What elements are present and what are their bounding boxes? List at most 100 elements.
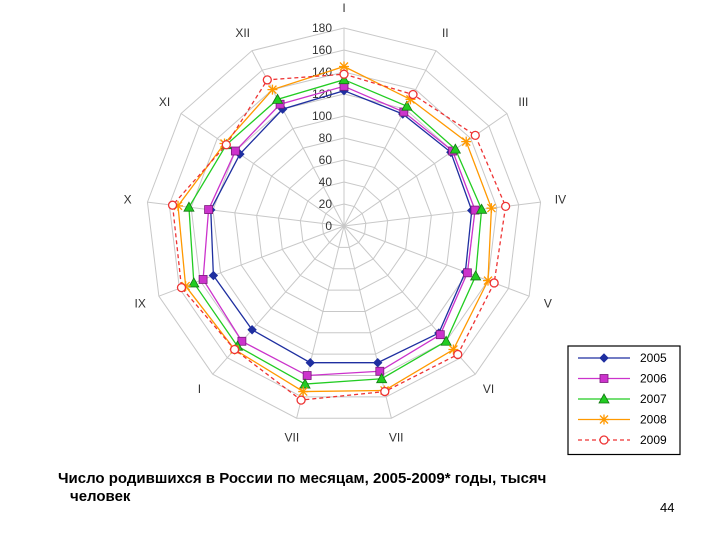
grid-spoke bbox=[343, 113, 508, 227]
grid-ring bbox=[256, 137, 432, 312]
data-point bbox=[599, 353, 609, 363]
series-line bbox=[210, 90, 473, 364]
data-point bbox=[176, 282, 187, 293]
data-point bbox=[375, 372, 388, 384]
chart-caption: Число родившихся в России по месяцам, 20… bbox=[58, 470, 658, 506]
grid-spoke bbox=[158, 225, 345, 297]
series-line bbox=[202, 85, 476, 377]
category-label: XI bbox=[159, 95, 170, 109]
data-point bbox=[372, 358, 383, 368]
legend-label: 2008 bbox=[640, 413, 667, 427]
series-line bbox=[177, 65, 493, 393]
data-point bbox=[339, 61, 349, 72]
caption-line-1: Число родившихся в России по месяцам, 20… bbox=[58, 470, 547, 487]
radial-tick-label: 140 bbox=[312, 65, 332, 79]
data-point bbox=[408, 89, 418, 100]
data-point bbox=[262, 75, 272, 85]
page-number: 44 bbox=[660, 500, 675, 515]
data-point bbox=[463, 268, 472, 278]
data-point bbox=[188, 277, 200, 288]
data-point bbox=[296, 395, 306, 405]
data-point bbox=[599, 374, 609, 383]
grid-ring bbox=[234, 115, 454, 334]
category-label: I bbox=[198, 382, 201, 396]
data-point bbox=[339, 69, 349, 79]
grid-ring bbox=[146, 27, 542, 419]
category-label: IV bbox=[555, 193, 566, 207]
radial-tick-label: 100 bbox=[312, 109, 332, 123]
legend-box bbox=[567, 345, 681, 456]
data-point bbox=[299, 378, 311, 389]
data-point bbox=[482, 275, 493, 286]
category-label: V bbox=[544, 296, 552, 310]
category-label: I bbox=[342, 1, 345, 15]
series-line bbox=[188, 79, 483, 385]
category-label: III bbox=[518, 95, 528, 109]
data-point bbox=[208, 270, 219, 281]
series-layer bbox=[167, 61, 511, 405]
category-label: VII bbox=[284, 431, 299, 445]
series-2009 bbox=[167, 69, 511, 405]
data-point bbox=[489, 278, 499, 288]
caption-line-2: человек bbox=[70, 488, 131, 505]
radial-tick-label: 40 bbox=[319, 175, 333, 189]
data-point bbox=[475, 203, 488, 214]
grid-spoke bbox=[343, 225, 392, 419]
data-point bbox=[204, 205, 213, 214]
radial-tick-label: 20 bbox=[319, 197, 333, 211]
data-point bbox=[448, 344, 459, 355]
legend-label: 2009 bbox=[640, 433, 667, 447]
legend-label: 2006 bbox=[640, 372, 667, 386]
grid-ring bbox=[190, 71, 498, 377]
grid-ring bbox=[168, 49, 520, 398]
data-point bbox=[435, 330, 445, 340]
data-point bbox=[375, 366, 385, 376]
category-label: II bbox=[442, 26, 449, 40]
data-point bbox=[173, 200, 184, 211]
radial-tick-label: 160 bbox=[312, 43, 332, 57]
data-point bbox=[338, 73, 350, 85]
grid-spoke bbox=[180, 113, 345, 227]
radial-tick-label: 60 bbox=[319, 153, 333, 167]
data-point bbox=[229, 344, 240, 355]
data-point bbox=[183, 201, 195, 212]
radial-tick-label: 180 bbox=[312, 21, 332, 35]
data-point bbox=[247, 325, 257, 335]
data-point bbox=[401, 100, 413, 111]
data-point bbox=[230, 146, 240, 156]
data-point bbox=[198, 275, 208, 284]
data-point bbox=[599, 414, 609, 425]
data-point bbox=[167, 200, 178, 210]
legend: 2005 2006 2007 2008 2009 bbox=[567, 345, 681, 456]
category-label: X bbox=[124, 193, 132, 207]
data-point bbox=[486, 203, 497, 214]
grid-ring bbox=[299, 181, 389, 270]
category-label: VI bbox=[483, 382, 494, 396]
data-point bbox=[298, 386, 309, 397]
data-point bbox=[453, 349, 463, 360]
legend-label: 2005 bbox=[640, 351, 667, 365]
legend-label: 2007 bbox=[640, 392, 667, 406]
data-point bbox=[599, 435, 609, 445]
grid-ring bbox=[277, 159, 411, 291]
category-label: VII bbox=[389, 431, 404, 445]
data-point bbox=[221, 140, 231, 150]
data-point bbox=[380, 386, 390, 397]
data-point bbox=[469, 270, 482, 281]
data-point bbox=[305, 358, 316, 368]
data-point bbox=[267, 84, 278, 95]
grid-spoke bbox=[343, 50, 437, 227]
data-point bbox=[461, 136, 472, 147]
series-line bbox=[171, 73, 507, 401]
series-2007 bbox=[183, 73, 488, 389]
radial-tick-label: 0 bbox=[325, 219, 332, 233]
data-point bbox=[470, 130, 480, 141]
data-point bbox=[449, 143, 462, 154]
grid-ring bbox=[321, 203, 367, 248]
category-label: XII bbox=[235, 26, 250, 40]
radial-tick-label: 80 bbox=[319, 131, 333, 145]
data-point bbox=[500, 201, 511, 212]
category-label: IX bbox=[134, 296, 145, 310]
